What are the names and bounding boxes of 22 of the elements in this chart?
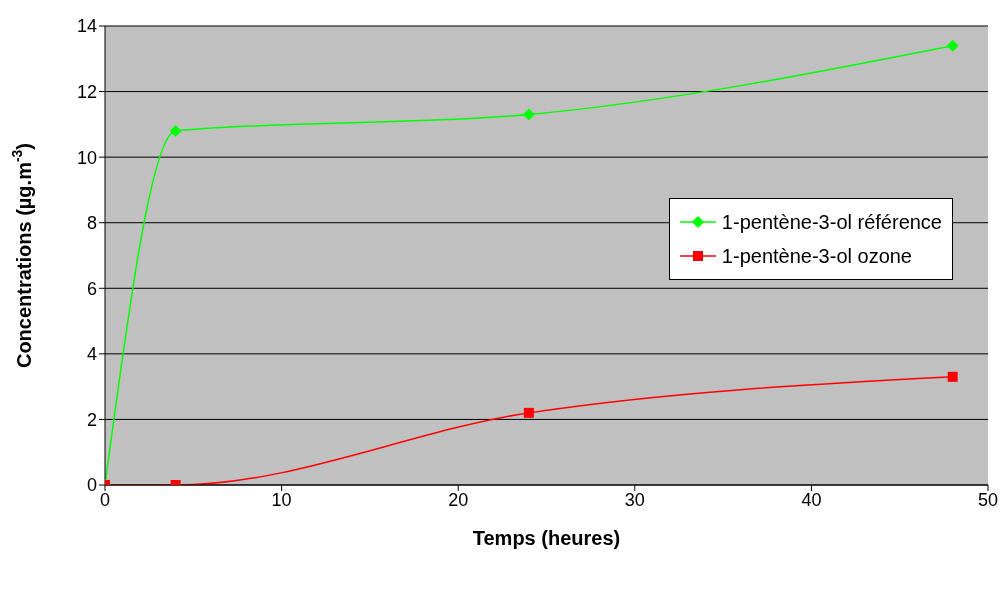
- point: [523, 407, 534, 418]
- x-axis-title: Temps (heures): [472, 527, 621, 549]
- y-tick-label: 8: [86, 213, 97, 234]
- legend-label: 1-pentène-3-ol ozone: [721, 244, 912, 268]
- y-tick-label: 14: [76, 16, 97, 37]
- x-tick-label: 30: [624, 489, 645, 510]
- y-tick-label: 0: [86, 475, 97, 496]
- y-tick-label: 10: [76, 147, 97, 168]
- point: [947, 371, 958, 382]
- point: [169, 124, 182, 137]
- legend-label: 1-pentène-3-ol référence: [721, 210, 942, 234]
- y-tick-label: 6: [86, 278, 97, 299]
- x-tick-label: 10: [271, 489, 292, 510]
- y-tick-label: 12: [76, 81, 97, 102]
- x-tick-label: 50: [977, 489, 999, 510]
- x-tick-label: 20: [448, 489, 469, 510]
- point: [946, 39, 959, 52]
- y-tick-label: 2: [86, 409, 97, 430]
- x-tick-label: 40: [801, 489, 822, 510]
- point: [522, 108, 535, 121]
- y-tick-label: 4: [86, 344, 97, 365]
- x-tick-label: 0: [99, 489, 111, 510]
